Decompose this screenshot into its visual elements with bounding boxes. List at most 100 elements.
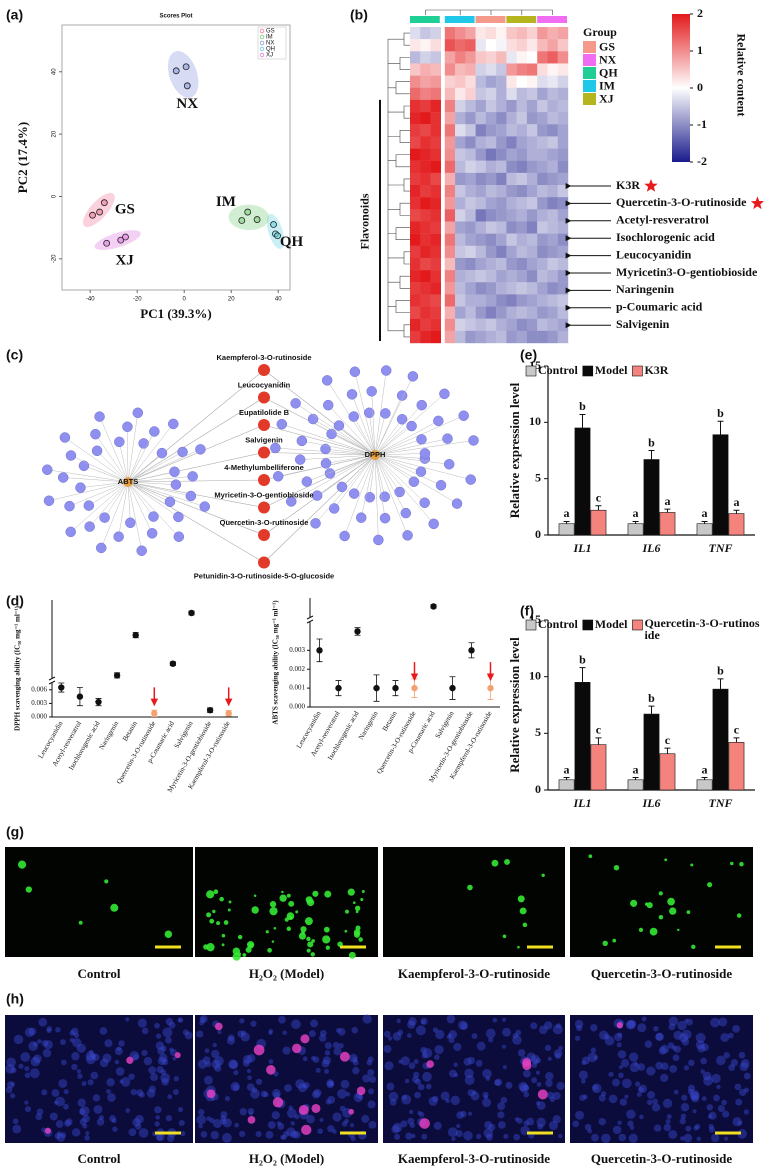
nucleus <box>629 1062 640 1073</box>
heatmap-cell <box>430 282 441 295</box>
nucleus <box>210 1130 220 1140</box>
nucleus <box>119 1079 124 1084</box>
point <box>100 199 108 207</box>
heatmap-cell <box>547 87 558 101</box>
stained-cell <box>271 940 275 943</box>
heatmap-cell <box>444 172 456 186</box>
heatmap-cell <box>485 51 497 64</box>
network-edge <box>371 391 376 456</box>
stained-cell <box>245 946 252 953</box>
nucleus <box>251 1087 258 1093</box>
nucleus <box>681 1094 688 1101</box>
nucleus <box>737 1129 747 1139</box>
heatmap-cell <box>537 63 548 76</box>
nucleus <box>604 1036 615 1046</box>
heatmap-cell <box>547 124 558 137</box>
stained-cell <box>348 1108 355 1115</box>
nucleus <box>697 1044 706 1053</box>
nucleus <box>7 1081 15 1089</box>
heatmap-cell <box>475 221 487 234</box>
heatmap-cell <box>485 318 497 332</box>
heatmap-cell <box>455 197 466 210</box>
heatmap-cell <box>506 172 517 186</box>
nucleus <box>500 1096 508 1104</box>
heatmap-cell <box>547 75 558 88</box>
network-edge <box>70 481 129 533</box>
point <box>103 239 111 247</box>
nucleus <box>743 1109 750 1115</box>
point <box>188 609 195 617</box>
nucleus <box>318 1034 327 1042</box>
stained-cell <box>237 934 243 940</box>
network-edge <box>127 481 179 518</box>
heatmap-cell <box>455 330 466 344</box>
nucleus <box>587 1128 593 1134</box>
heatmap-cell <box>506 294 517 307</box>
stained-cell <box>273 926 277 930</box>
heatmap-cell <box>444 233 456 246</box>
nucleus <box>233 1069 239 1076</box>
annotation-label: Isochlorogenic acid <box>616 230 715 244</box>
target-node <box>380 365 392 376</box>
target-node <box>294 454 306 465</box>
network-edge <box>374 454 386 519</box>
y-tick-label: 0 <box>535 527 541 541</box>
heatmap-cell <box>557 172 569 186</box>
network-edge <box>351 394 376 456</box>
nucleus <box>453 1072 459 1078</box>
heatmap-cell <box>465 270 476 283</box>
heatmap-cell <box>516 221 528 234</box>
heatmap-cell <box>475 87 487 101</box>
y-axis-label: DPPH scavenging ability (IC₅₀ mg⁻¹ ml⁻¹) <box>14 605 22 731</box>
network-edge <box>127 481 131 523</box>
nucleus <box>212 1042 217 1048</box>
nucleus <box>453 1042 462 1052</box>
nucleus <box>522 1069 531 1078</box>
heatmap-cell <box>537 318 548 332</box>
stained-cell <box>352 901 356 905</box>
nucleus <box>367 1068 375 1077</box>
target-node <box>415 466 427 477</box>
network-edge <box>353 454 376 494</box>
target-node <box>156 447 168 459</box>
target-node <box>322 399 334 411</box>
nucleus <box>172 1089 179 1095</box>
heatmap-cell <box>465 245 476 259</box>
y-axis-label: Relative expression level <box>507 637 522 773</box>
bar <box>590 744 607 791</box>
heatmap-cell <box>557 87 569 101</box>
nucleus <box>137 1018 147 1028</box>
heatmap-cell <box>516 185 528 198</box>
nucleus <box>222 1118 232 1128</box>
nucleus <box>28 1041 39 1051</box>
target-node <box>95 542 107 554</box>
nucleus <box>618 1072 624 1079</box>
stained-cell <box>612 938 617 943</box>
heatmap-cell <box>475 172 487 186</box>
annotation-label: Quercetin-3-O-rutinoside <box>616 195 747 209</box>
heatmap-cell <box>526 148 538 161</box>
nucleus <box>220 1115 227 1122</box>
nucleus <box>738 1051 746 1059</box>
heatmap-cell <box>506 330 517 344</box>
heatmap-cell <box>506 197 517 210</box>
nucleus <box>517 1049 526 1057</box>
target-node <box>64 500 75 512</box>
nucleus <box>575 1110 585 1120</box>
heatmap-cell <box>526 136 538 149</box>
legend-label: XJ <box>266 53 273 59</box>
point <box>392 684 399 692</box>
heatmap-cell <box>496 124 507 137</box>
nucleus <box>200 1017 206 1023</box>
nucleus <box>476 1041 486 1051</box>
significance-letter: a <box>702 506 708 520</box>
star <box>750 196 764 210</box>
nucleus <box>71 1027 79 1035</box>
image-caption: Kaempferol-3-O-rutinoside <box>398 1151 550 1166</box>
nucleus <box>321 1059 330 1068</box>
stained-cell <box>242 953 247 957</box>
stained-cell <box>304 917 313 926</box>
heatmap-cell <box>537 282 548 295</box>
point <box>89 211 96 219</box>
nucleus <box>637 1063 646 1071</box>
